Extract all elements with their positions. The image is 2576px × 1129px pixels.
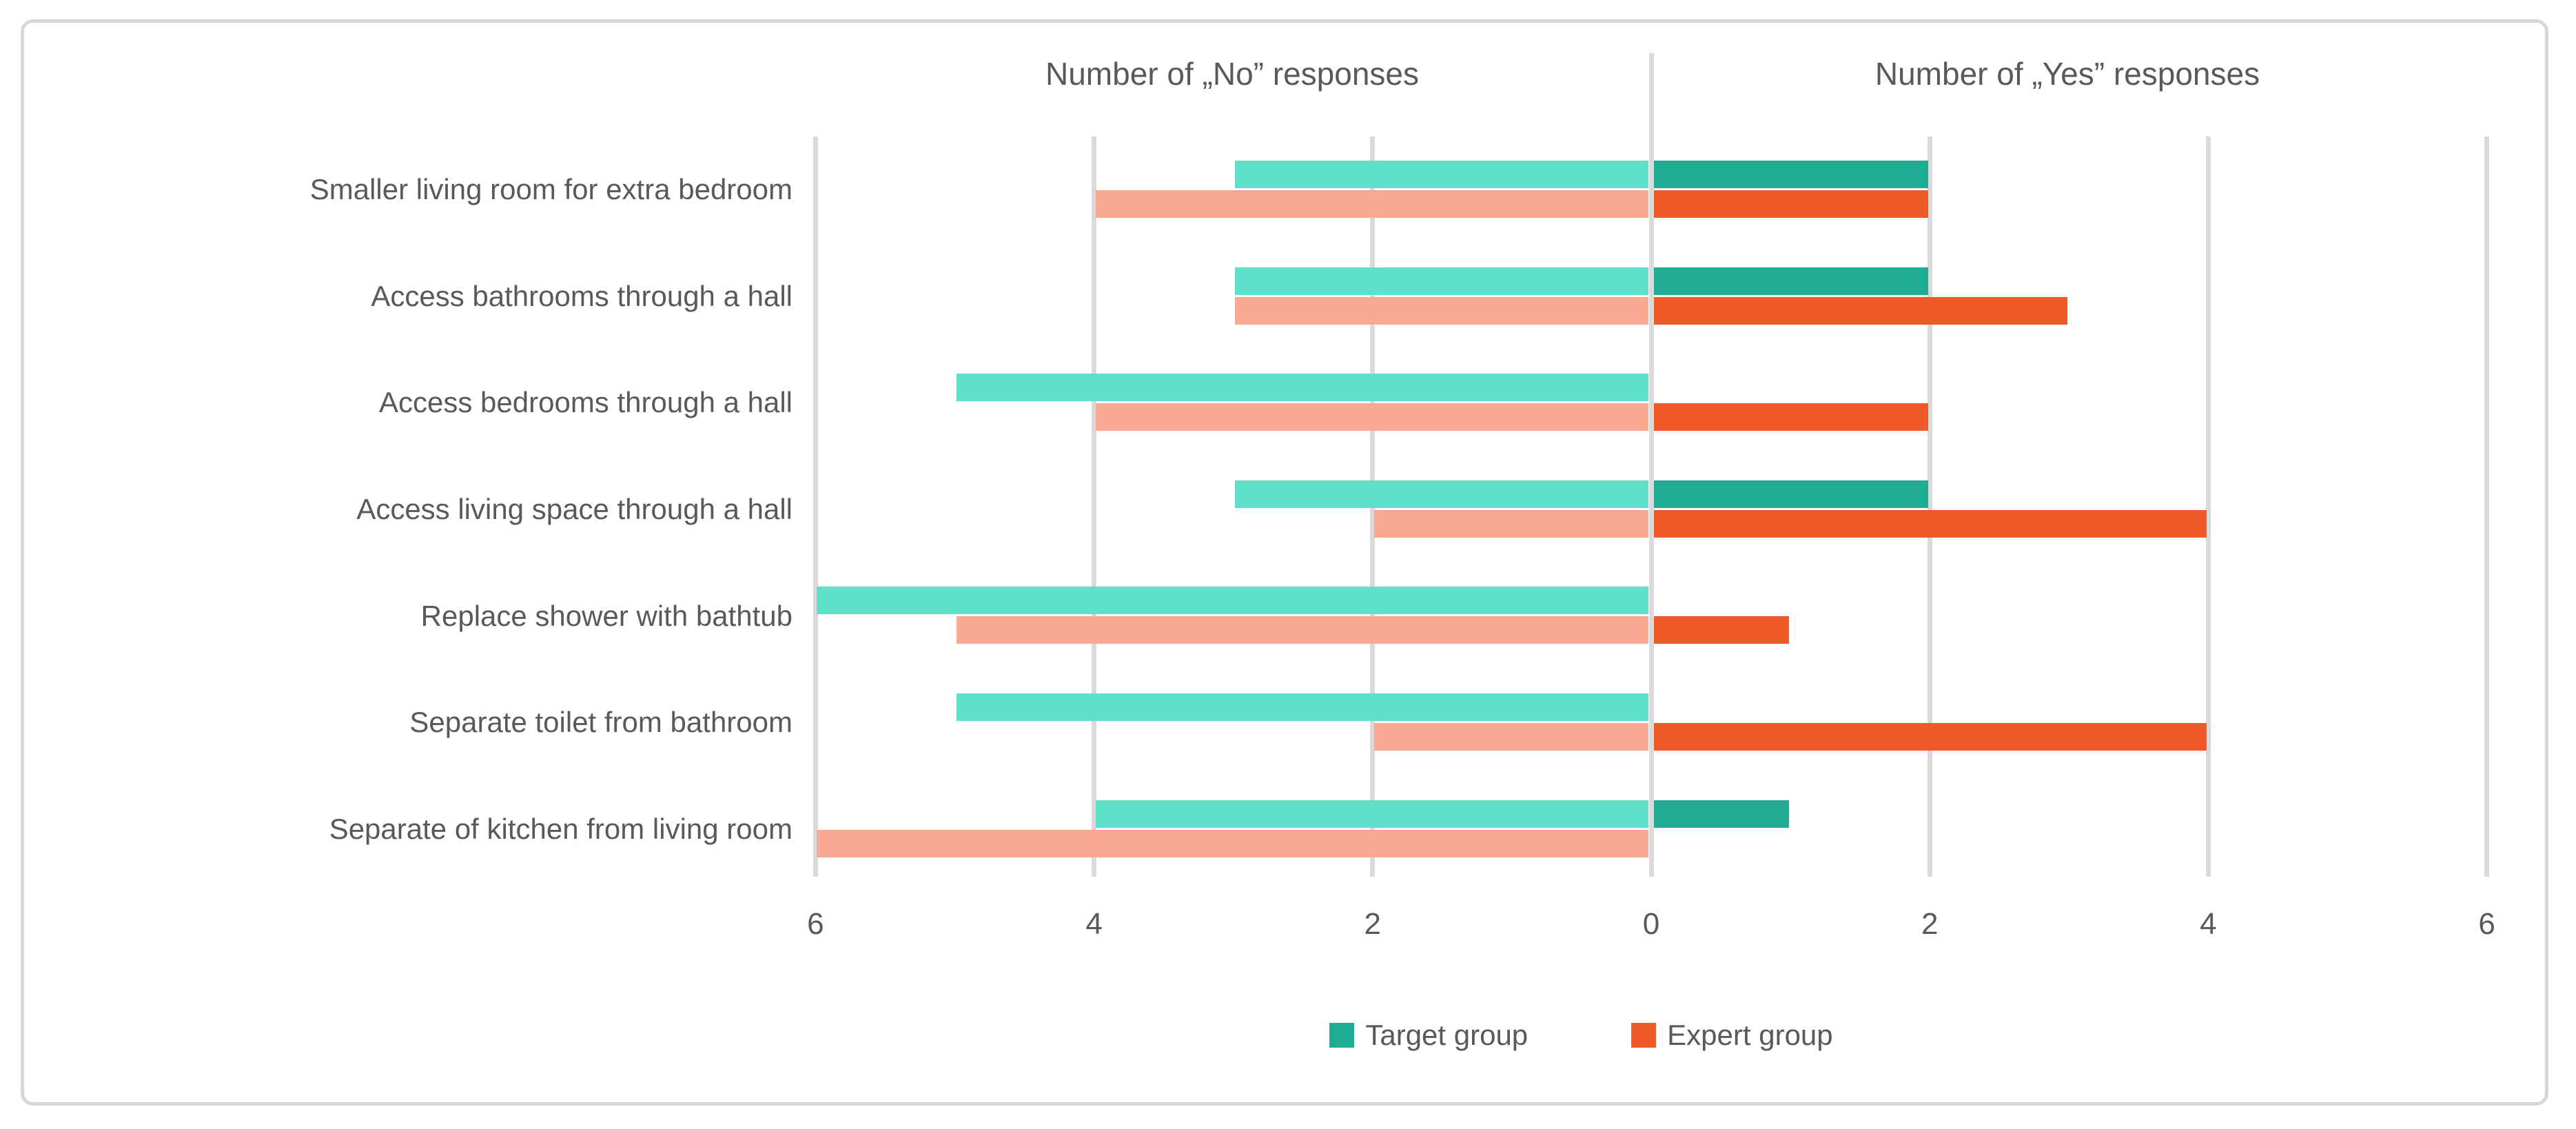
bar-expert-yes-1 — [1654, 296, 2068, 325]
gridline — [812, 136, 818, 877]
bar-target-yes-0 — [1654, 161, 1929, 188]
legend-item-expert-group: Expert group — [1631, 1019, 1833, 1052]
bar-expert-no-5 — [1373, 723, 1648, 751]
legend-item-target-group: Target group — [1329, 1019, 1528, 1052]
category-label: Separate of kitchen from living room — [329, 812, 793, 845]
section-title-yes-responses: Number of „Yes” responses — [1874, 56, 2260, 92]
gridline — [2484, 136, 2490, 877]
bar-expert-yes-2 — [1654, 403, 1929, 431]
bar-expert-no-4 — [956, 616, 1648, 644]
x-tick-label: 2 — [1364, 907, 1382, 941]
section-title-no-responses: Number of „No” responses — [1045, 56, 1419, 92]
bar-target-no-1 — [1234, 267, 1648, 295]
expert-group-swatch — [1631, 1023, 1657, 1048]
category-label: Replace shower with bathtub — [420, 599, 793, 632]
bar-expert-yes-3 — [1654, 509, 2207, 538]
bar-target-yes-1 — [1654, 267, 1929, 295]
gridline — [1092, 136, 1097, 877]
bar-expert-yes-4 — [1654, 616, 1790, 644]
zero-axis-gridline — [1648, 53, 1654, 877]
legend: Target group Expert group — [746, 1015, 2417, 1056]
bar-expert-no-2 — [1095, 403, 1648, 431]
bar-target-yes-6 — [1654, 800, 1790, 828]
bar-expert-yes-0 — [1654, 190, 1929, 218]
legend-label: Expert group — [1667, 1019, 1833, 1051]
x-tick-label: 4 — [2200, 907, 2217, 941]
gridline — [2205, 136, 2211, 877]
bar-target-no-3 — [1234, 480, 1648, 508]
gridline — [1927, 136, 1932, 877]
category-label: Smaller living room for extra bedroom — [309, 173, 793, 206]
bar-expert-no-0 — [1095, 190, 1648, 218]
category-label: Access living space through a hall — [356, 493, 793, 526]
bar-target-no-0 — [1234, 161, 1648, 188]
x-tick-label: 2 — [1921, 907, 1939, 941]
bar-expert-no-6 — [817, 829, 1648, 857]
bar-target-no-2 — [956, 374, 1648, 402]
bar-target-no-6 — [1095, 800, 1648, 828]
target-group-swatch — [1329, 1023, 1355, 1048]
x-tick-label: 6 — [807, 907, 824, 941]
category-label: Access bedrooms through a hall — [379, 386, 793, 419]
category-label: Access bathrooms through a hall — [371, 279, 793, 312]
bar-target-no-5 — [956, 693, 1648, 721]
legend-label: Target group — [1365, 1019, 1529, 1051]
bar-expert-no-1 — [1234, 296, 1648, 325]
bar-target-no-4 — [817, 587, 1648, 615]
x-tick-label: 6 — [2478, 907, 2495, 941]
bar-expert-no-3 — [1373, 509, 1648, 538]
bar-target-yes-3 — [1654, 480, 1929, 508]
bar-expert-yes-5 — [1654, 723, 2207, 751]
x-tick-label: 0 — [1642, 907, 1660, 941]
x-tick-label: 4 — [1085, 907, 1103, 941]
category-label: Separate toilet from bathroom — [409, 706, 793, 739]
